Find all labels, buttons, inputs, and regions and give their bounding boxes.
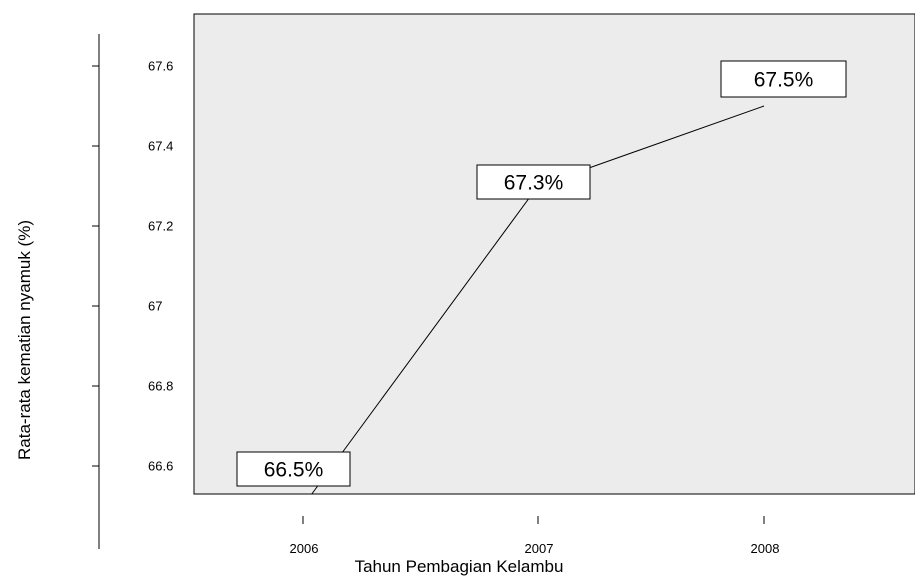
x-ticks: 2006 2007 2008 <box>290 516 780 556</box>
x-tick-label: 2007 <box>525 541 554 556</box>
y-tick-label: 67 <box>148 299 162 314</box>
x-tick-label: 2006 <box>290 541 319 556</box>
x-axis-title: Tahun Pembagian Kelambu <box>355 557 564 576</box>
data-label: 67.5% <box>754 69 814 92</box>
y-tick-label: 67.6 <box>148 59 173 74</box>
data-label: 66.5% <box>264 459 324 482</box>
data-label-box <box>236 451 351 487</box>
data-labels: 66.5% 67.3% 67.5% <box>236 60 847 487</box>
data-label-box <box>720 60 847 98</box>
data-label: 67.3% <box>504 172 564 195</box>
y-tick-label: 67.4 <box>148 139 173 154</box>
y-tick-label: 66.8 <box>148 379 173 394</box>
y-tick-label: 67.2 <box>148 219 173 234</box>
data-label-box <box>476 164 591 200</box>
y-axis-title: Rata-rata kematian nyamuk (%) <box>15 220 34 460</box>
y-tick-label: 66.6 <box>148 459 173 474</box>
x-tick-label: 2008 <box>751 541 780 556</box>
y-ticks: 66.6 66.8 67 67.2 67.4 67.6 <box>92 59 173 474</box>
